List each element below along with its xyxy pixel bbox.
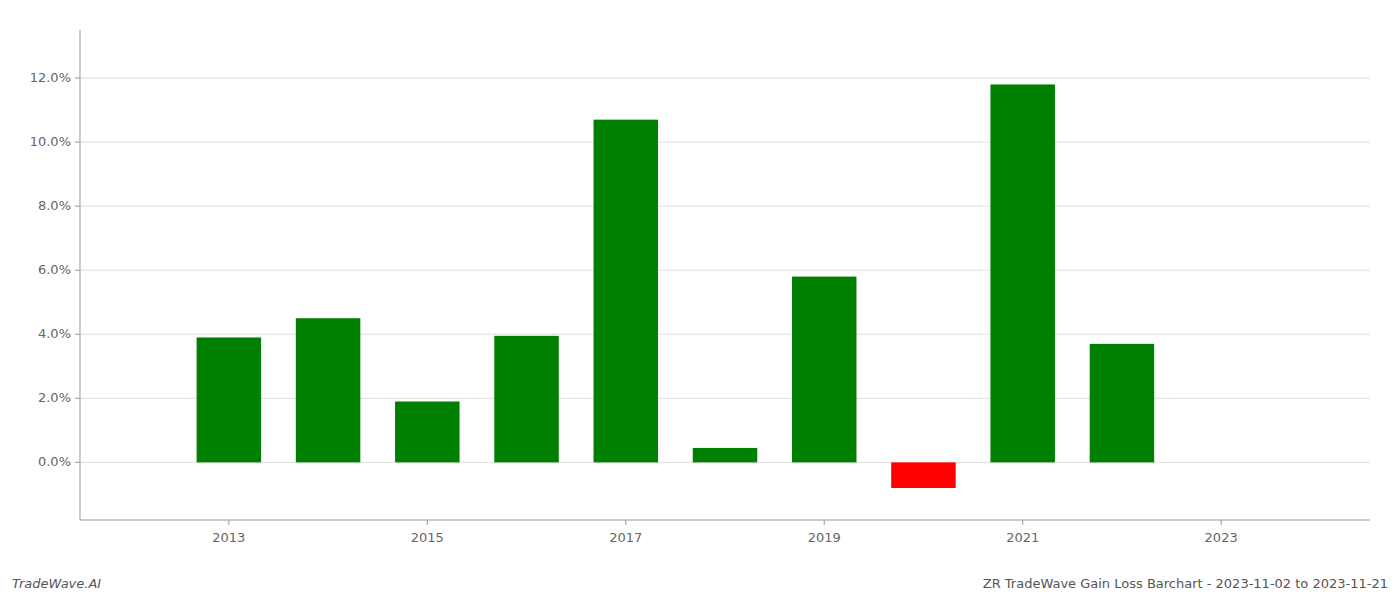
bar: [594, 120, 659, 463]
y-axis-line: [80, 30, 81, 520]
y-grid: [80, 78, 1370, 462]
y-tick-label: 6.0%: [38, 262, 71, 277]
bar: [494, 336, 559, 463]
bar: [891, 462, 956, 488]
y-tick: [75, 142, 80, 143]
bar: [693, 448, 758, 462]
y-tick: [75, 206, 80, 207]
x-tick: [1022, 520, 1023, 525]
x-tick-label: 2019: [808, 530, 841, 545]
y-axis: 0.0% 2.0% 4.0% 6.0% 8.0% 10.0% 12.0%: [30, 30, 80, 520]
y-tick-label: 0.0%: [38, 454, 71, 469]
bars: [197, 84, 1155, 488]
y-tick-label: 2.0%: [38, 390, 71, 405]
bar: [395, 402, 460, 463]
x-tick: [427, 520, 428, 525]
x-tick: [228, 520, 229, 525]
y-tick: [75, 462, 80, 463]
grid-line: [80, 78, 1370, 79]
x-tick: [625, 520, 626, 525]
y-tick-label: 4.0%: [38, 326, 71, 341]
x-tick: [824, 520, 825, 525]
bar: [792, 277, 857, 463]
bar: [197, 337, 262, 462]
grid-line: [80, 270, 1370, 271]
y-tick: [75, 270, 80, 271]
chart-title: ZR TradeWave Gain Loss Barchart - 2023-1…: [983, 576, 1388, 591]
y-tick: [75, 334, 80, 335]
x-tick: [1221, 520, 1222, 525]
background: [0, 0, 1400, 600]
bar: [990, 84, 1055, 462]
y-tick-label: 10.0%: [30, 134, 71, 149]
y-tick-label: 8.0%: [38, 198, 71, 213]
grid-line: [80, 142, 1370, 143]
chart-svg: 0.0%2.0%4.0%6.0%8.0%10.0%12.0%2013201520…: [0, 0, 1400, 600]
x-tick-label: 2023: [1205, 530, 1238, 545]
x-axis-line: [80, 520, 1370, 521]
x-tick-label: 2017: [609, 530, 642, 545]
x-tick-label: 2021: [1006, 530, 1039, 545]
grid-line: [80, 334, 1370, 335]
grid-line: [80, 206, 1370, 207]
grid-line: [80, 398, 1370, 399]
x-axis: 2013 2015 2017 2019 2021 2023: [80, 520, 1370, 545]
x-tick-label: 2013: [212, 530, 245, 545]
chart-container: 0.0%2.0%4.0%6.0%8.0%10.0%12.0%2013201520…: [0, 0, 1400, 600]
x-tick-label: 2015: [411, 530, 444, 545]
bar: [1090, 344, 1155, 462]
y-tick: [75, 78, 80, 79]
watermark: TradeWave.AI: [12, 576, 101, 591]
y-tick-label: 12.0%: [30, 70, 71, 85]
bar: [296, 318, 361, 462]
y-tick: [75, 398, 80, 399]
